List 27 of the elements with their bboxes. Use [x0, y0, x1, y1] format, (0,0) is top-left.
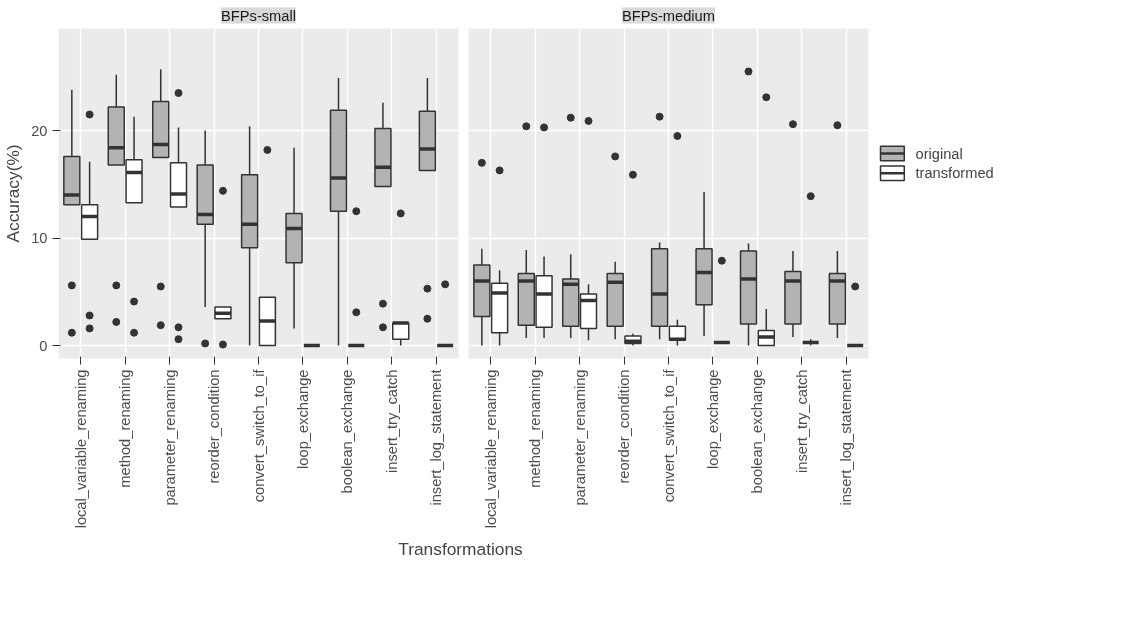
- x-tick-label: loop_exchange: [704, 369, 721, 469]
- x-tick-label: local_variable_renaming: [482, 369, 499, 529]
- chart-title: BFPs-small: [221, 7, 296, 24]
- x-tick-label: reorder_condition: [206, 369, 223, 484]
- x-tick-label: convert_switch_to_if: [250, 368, 267, 503]
- x-tick-label: insert_log_statement: [838, 369, 855, 506]
- x-tick-label: convert_switch_to_if: [660, 368, 677, 503]
- x-tick-label: parameter_renaming: [571, 369, 588, 506]
- y-tick-label: 0: [39, 337, 48, 354]
- x-tick-label: loop_exchange: [294, 369, 311, 469]
- x-tick-label: parameter_renaming: [161, 369, 178, 506]
- x-tick-label: insert_try_catch: [383, 369, 400, 473]
- y-tick-label: 20: [31, 122, 48, 139]
- x-tick-label: insert_try_catch: [793, 369, 810, 473]
- x-tick-label: reorder_condition: [616, 369, 633, 484]
- x-tick-label: method_renaming: [527, 369, 544, 488]
- x-tick-label: insert_log_statement: [428, 369, 445, 506]
- x-tick-label: boolean_exchange: [339, 369, 356, 494]
- y-axis-title: Accuracy(%): [3, 144, 24, 243]
- x-axis-title: Transformations: [398, 539, 524, 559]
- x-tick-label: boolean_exchange: [749, 369, 766, 494]
- y-tick-label: 10: [31, 230, 48, 247]
- x-tick-label: local_variable_renaming: [72, 369, 89, 529]
- x-tick-label: method_renaming: [117, 369, 134, 488]
- legend-label: transformed: [915, 165, 994, 182]
- legend-label: original: [915, 145, 963, 162]
- chart-title: BFPs-medium: [622, 7, 715, 24]
